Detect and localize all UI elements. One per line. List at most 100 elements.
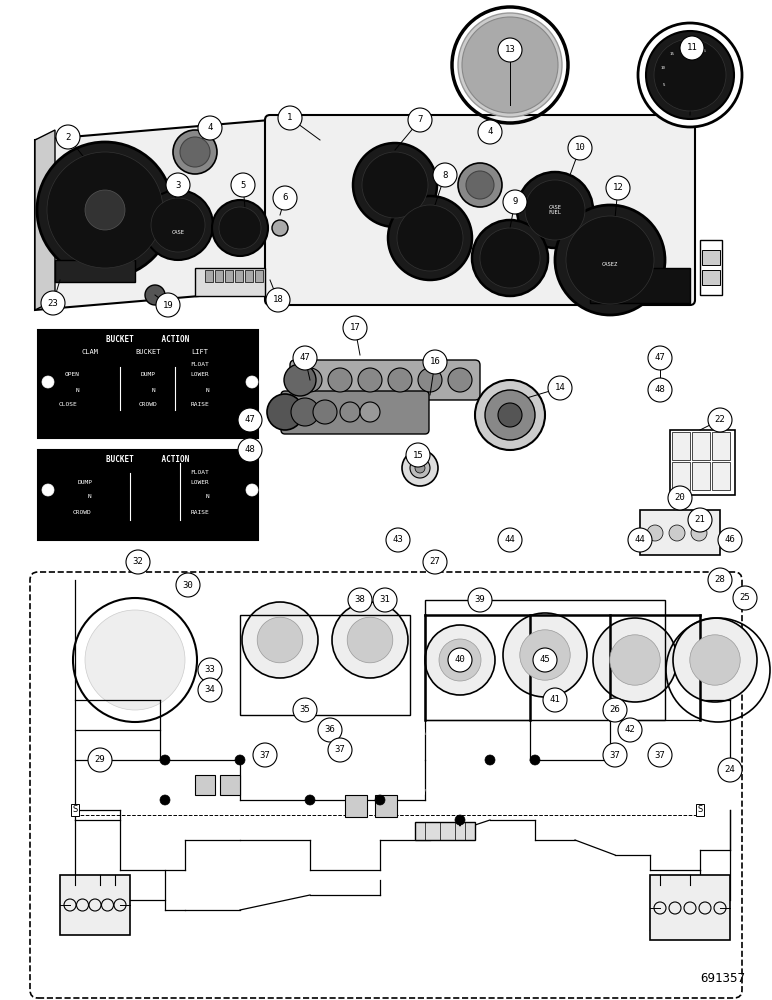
Text: 9: 9 [513,198,518,207]
Text: 37: 37 [610,750,621,760]
Circle shape [402,450,438,486]
Bar [345,795,367,817]
Circle shape [708,408,732,432]
Text: 47: 47 [655,354,665,362]
Text: 3: 3 [175,180,181,190]
Circle shape [475,380,545,450]
Text: 44: 44 [635,536,645,544]
Text: 16: 16 [430,358,440,366]
Text: 46: 46 [725,536,736,544]
Circle shape [503,190,527,214]
Circle shape [246,376,258,388]
Text: CLOSE: CLOSE [59,402,77,408]
Circle shape [603,743,627,767]
Circle shape [680,36,704,60]
Text: 27: 27 [430,558,440,566]
Circle shape [433,163,457,187]
Text: 7: 7 [418,115,423,124]
Circle shape [340,402,360,422]
Bar [245,270,253,282]
Circle shape [42,484,54,496]
Circle shape [618,718,642,742]
Circle shape [272,220,288,236]
Text: 37: 37 [259,750,270,760]
Circle shape [198,658,222,682]
Circle shape [478,120,502,144]
Bar [670,430,735,495]
Text: 17: 17 [350,324,361,332]
Text: 5: 5 [240,180,245,190]
Text: FLOAT: FLOAT [191,361,209,366]
Circle shape [375,795,385,805]
Text: BUCKET      ACTION: BUCKET ACTION [107,456,190,464]
Circle shape [691,525,707,541]
Text: 37: 37 [334,746,345,754]
FancyBboxPatch shape [30,572,742,998]
Text: 25: 25 [740,593,750,602]
Circle shape [654,39,726,111]
Circle shape [548,376,572,400]
Bar [235,270,243,282]
Circle shape [458,13,562,117]
Circle shape [606,176,630,200]
Circle shape [173,130,217,174]
Polygon shape [35,130,55,310]
FancyBboxPatch shape [290,360,480,400]
Circle shape [362,152,428,218]
Circle shape [468,588,492,612]
Circle shape [610,635,660,685]
Bar [672,432,690,460]
Circle shape [347,617,393,663]
Circle shape [47,152,163,268]
Circle shape [238,408,262,432]
Circle shape [238,438,262,462]
Bar [195,775,215,795]
Circle shape [530,755,540,765]
Text: LOWER: LOWER [191,480,209,485]
Bar [712,462,730,490]
Bar [205,270,213,282]
Circle shape [638,23,742,127]
Text: 20: 20 [685,45,690,49]
Circle shape [733,586,757,610]
Text: OPEN: OPEN [65,372,80,377]
Text: 23: 23 [48,298,59,308]
Circle shape [448,648,472,672]
Text: 47: 47 [245,416,256,424]
Circle shape [408,108,432,132]
Circle shape [485,755,495,765]
Circle shape [198,116,222,140]
Circle shape [503,613,587,697]
Text: N: N [152,387,156,392]
Circle shape [160,755,170,765]
Circle shape [425,625,495,695]
Circle shape [485,390,535,440]
Text: 35: 35 [300,706,310,714]
Circle shape [688,508,712,532]
Text: RAISE: RAISE [191,402,209,408]
Circle shape [253,743,277,767]
Bar [672,462,690,490]
Circle shape [166,173,190,197]
Text: 31: 31 [380,595,391,604]
Circle shape [593,618,677,702]
Text: 4: 4 [208,123,213,132]
Circle shape [41,291,65,315]
Text: 41: 41 [550,696,560,704]
Text: 43: 43 [393,536,404,544]
Text: 38: 38 [354,595,365,604]
Circle shape [56,125,80,149]
Text: N: N [76,387,80,392]
Text: DUMP: DUMP [141,372,155,377]
Circle shape [358,368,382,392]
Circle shape [235,755,245,765]
Circle shape [231,173,255,197]
Circle shape [242,602,318,678]
Circle shape [88,748,112,772]
Circle shape [318,718,342,742]
Circle shape [520,630,571,680]
Text: N: N [205,494,209,499]
Bar [195,268,265,296]
Text: BUCKET: BUCKET [135,349,161,355]
Text: 15: 15 [669,52,675,56]
